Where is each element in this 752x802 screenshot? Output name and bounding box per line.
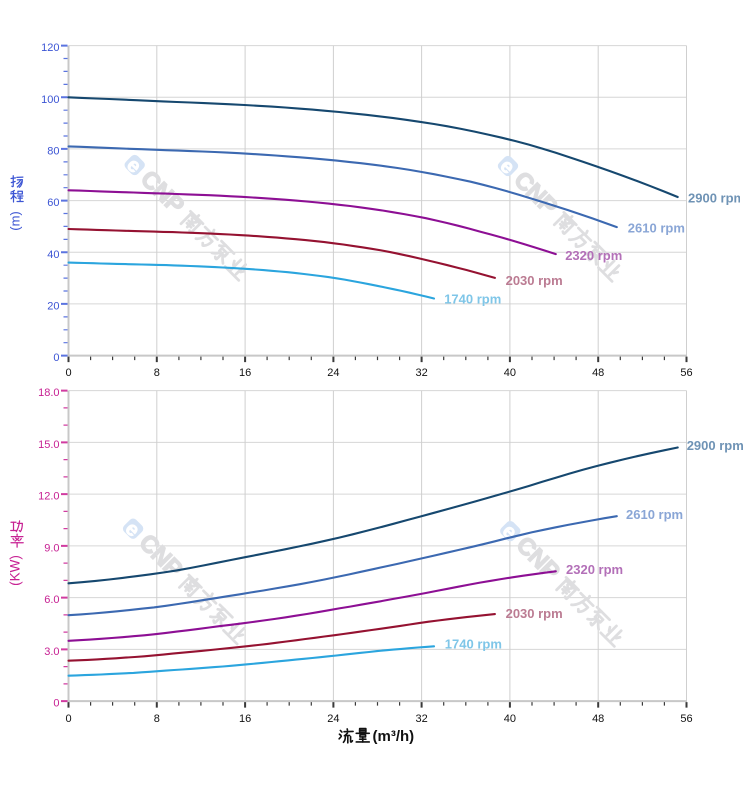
svg-text:8: 8 <box>154 713 160 725</box>
svg-text:40: 40 <box>47 249 59 261</box>
svg-text:18.0: 18.0 <box>38 387 59 399</box>
svg-text:0: 0 <box>53 352 59 364</box>
svg-text:0: 0 <box>65 713 71 725</box>
svg-text:2320 rpm: 2320 rpm <box>566 562 623 577</box>
svg-text:56: 56 <box>680 713 692 725</box>
svg-text:24: 24 <box>327 713 339 725</box>
svg-text:32: 32 <box>415 713 427 725</box>
svg-text:9.0: 9.0 <box>44 542 59 554</box>
svg-text:0: 0 <box>65 367 71 379</box>
svg-text:2900 rpm: 2900 rpm <box>688 190 745 205</box>
svg-text:100: 100 <box>41 94 59 106</box>
svg-text:24: 24 <box>327 367 339 379</box>
svg-text:CNP: CNP <box>511 531 565 585</box>
svg-text:(KW): (KW) <box>8 555 23 586</box>
svg-text:2610 rpm: 2610 rpm <box>626 507 683 522</box>
svg-text:(m): (m) <box>8 211 23 231</box>
svg-text:120: 120 <box>41 42 59 54</box>
svg-text:1740 rpm: 1740 rpm <box>445 637 502 652</box>
svg-text:1740 rpm: 1740 rpm <box>444 292 501 307</box>
svg-text:(m³/h): (m³/h) <box>373 728 415 745</box>
svg-text:60: 60 <box>47 197 59 209</box>
svg-text:15.0: 15.0 <box>38 439 59 451</box>
svg-text:16: 16 <box>239 367 251 379</box>
svg-text:48: 48 <box>592 713 604 725</box>
svg-text:2030 rpm: 2030 rpm <box>506 606 563 621</box>
svg-text:2030 rpm: 2030 rpm <box>506 273 563 288</box>
svg-text:40: 40 <box>504 367 516 379</box>
svg-text:48: 48 <box>592 367 604 379</box>
svg-text:16: 16 <box>239 713 251 725</box>
svg-text:56: 56 <box>680 367 692 379</box>
svg-text:32: 32 <box>415 367 427 379</box>
svg-text:2900 rpm: 2900 rpm <box>687 438 744 453</box>
svg-text:0: 0 <box>53 698 59 710</box>
svg-text:2320 rpm: 2320 rpm <box>565 248 622 263</box>
svg-text:6.0: 6.0 <box>44 594 59 606</box>
svg-text:3.0: 3.0 <box>44 646 59 658</box>
svg-text:8: 8 <box>154 367 160 379</box>
svg-text:20: 20 <box>47 300 59 312</box>
svg-text:40: 40 <box>504 713 516 725</box>
svg-text:12.0: 12.0 <box>38 491 59 503</box>
svg-text:80: 80 <box>47 145 59 157</box>
svg-text:2610 rpm: 2610 rpm <box>628 220 685 235</box>
